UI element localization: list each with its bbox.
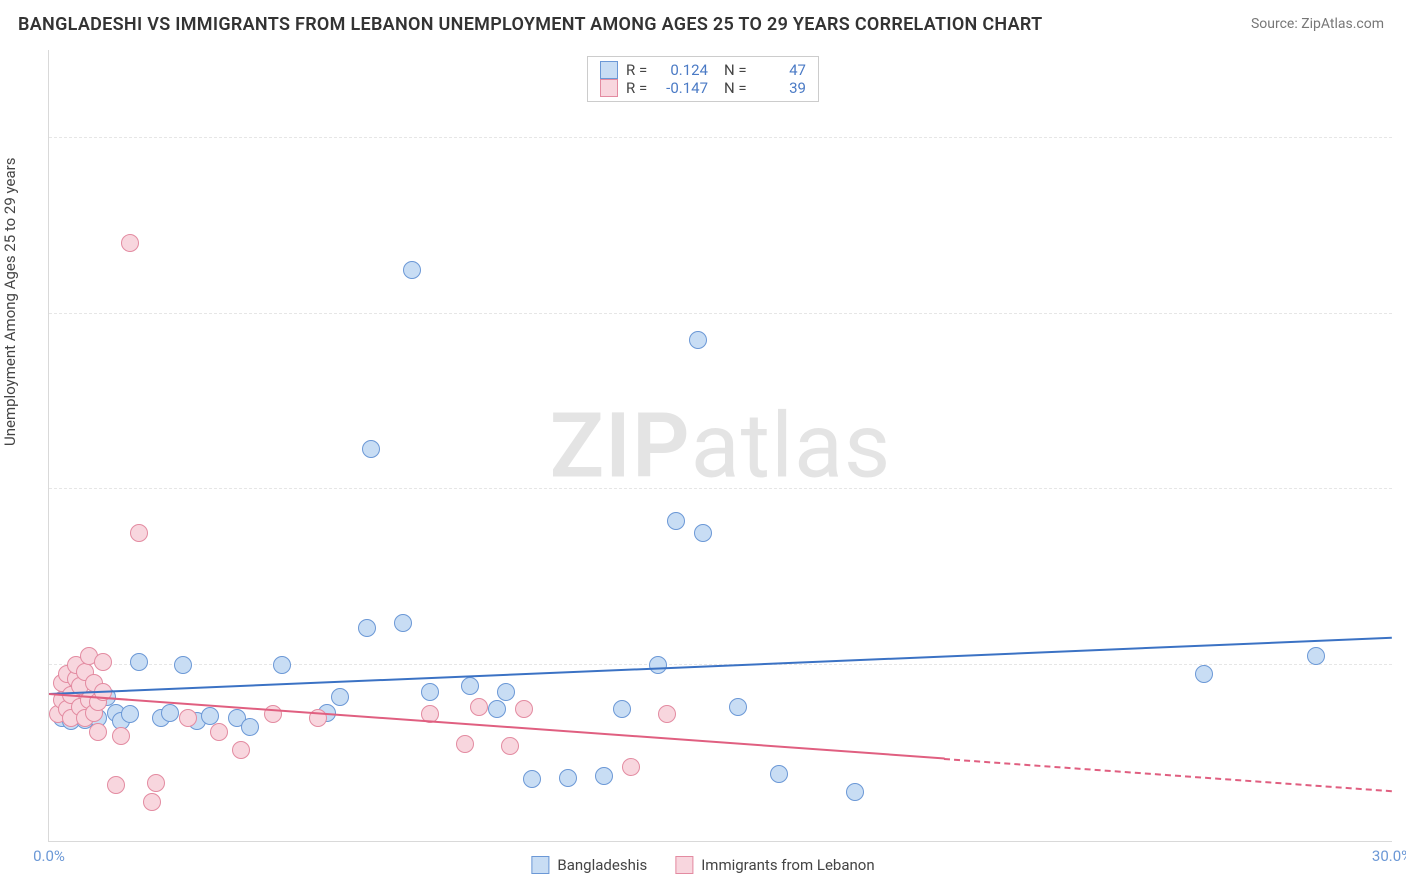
data-point-bangladeshis <box>729 698 747 716</box>
data-point-bangladeshis <box>358 619 376 637</box>
n-label: N = <box>724 79 752 97</box>
data-point-bangladeshis <box>613 700 631 718</box>
stats-legend: R = 0.124 N = 47 R = -0.147 N = 39 <box>587 56 819 102</box>
data-point-lebanon <box>456 735 474 753</box>
trend-line <box>944 758 1392 792</box>
legend-label: Bangladeshis <box>557 856 647 874</box>
legend-swatch <box>675 856 693 874</box>
source-label: Source: <box>1251 16 1298 32</box>
legend-item-bangladeshis: Bangladeshis <box>531 856 647 874</box>
data-point-bangladeshis <box>421 683 439 701</box>
data-point-lebanon <box>515 700 533 718</box>
data-point-lebanon <box>107 776 125 794</box>
n-value: 39 <box>760 79 806 97</box>
legend-swatch <box>531 856 549 874</box>
x-tick-label: 0.0% <box>33 847 65 865</box>
source-attribution: Source: ZipAtlas.com <box>1251 16 1384 32</box>
data-point-bangladeshis <box>1307 647 1325 665</box>
data-point-bangladeshis <box>559 769 577 787</box>
r-label: R = <box>626 61 654 79</box>
n-label: N = <box>724 61 752 79</box>
data-point-lebanon <box>179 709 197 727</box>
data-point-bangladeshis <box>161 704 179 722</box>
data-point-bangladeshis <box>331 688 349 706</box>
r-value: 0.124 <box>662 61 708 79</box>
legend-swatch <box>600 79 618 97</box>
data-point-bangladeshis <box>694 524 712 542</box>
data-point-lebanon <box>130 524 148 542</box>
trend-line <box>49 637 1392 695</box>
y-tick-label: 30.0% <box>1402 287 1406 305</box>
data-point-bangladeshis <box>497 683 515 701</box>
data-point-bangladeshis <box>667 512 685 530</box>
data-point-bangladeshis <box>846 783 864 801</box>
data-point-bangladeshis <box>770 765 788 783</box>
n-value: 47 <box>760 61 806 79</box>
data-point-lebanon <box>112 727 130 745</box>
watermark-light: atlas <box>691 393 892 498</box>
data-point-bangladeshis <box>362 440 380 458</box>
data-point-bangladeshis <box>130 653 148 671</box>
data-point-bangladeshis <box>689 331 707 349</box>
y-axis-label: Unemployment Among Ages 25 to 29 years <box>1 158 19 446</box>
data-point-lebanon <box>210 723 228 741</box>
gridline <box>49 488 1392 489</box>
y-tick-label: 40.0% <box>1402 111 1406 129</box>
stats-legend-row-bangladeshis: R = 0.124 N = 47 <box>600 61 806 79</box>
chart-title: BANGLADESHI VS IMMIGRANTS FROM LEBANON U… <box>18 14 1042 35</box>
legend-item-lebanon: Immigrants from Lebanon <box>675 856 874 874</box>
data-point-bangladeshis <box>461 677 479 695</box>
data-point-bangladeshis <box>273 656 291 674</box>
data-point-lebanon <box>147 774 165 792</box>
watermark: ZIPatlas <box>550 393 892 498</box>
data-point-lebanon <box>232 741 250 759</box>
data-point-bangladeshis <box>121 705 139 723</box>
data-point-bangladeshis <box>595 767 613 785</box>
watermark-bold: ZIP <box>550 393 691 498</box>
data-point-bangladeshis <box>488 700 506 718</box>
data-point-lebanon <box>658 705 676 723</box>
x-tick-label: 30.0% <box>1372 847 1406 865</box>
scatter-chart: ZIPatlas 10.0%20.0%30.0%40.0%0.0%30.0% <box>48 50 1392 842</box>
y-tick-label: 10.0% <box>1402 638 1406 656</box>
data-point-bangladeshis <box>1195 665 1213 683</box>
stats-legend-row-lebanon: R = -0.147 N = 39 <box>600 79 806 97</box>
data-point-lebanon <box>143 793 161 811</box>
source-site: ZipAtlas.com <box>1301 16 1384 32</box>
data-point-bangladeshis <box>174 656 192 674</box>
gridline <box>49 313 1392 314</box>
data-point-lebanon <box>622 758 640 776</box>
data-point-lebanon <box>470 698 488 716</box>
r-label: R = <box>626 79 654 97</box>
legend-label: Immigrants from Lebanon <box>701 856 874 874</box>
data-point-lebanon <box>89 723 107 741</box>
data-point-bangladeshis <box>241 718 259 736</box>
gridline <box>49 137 1392 138</box>
r-value: -0.147 <box>662 79 708 97</box>
data-point-lebanon <box>94 653 112 671</box>
data-point-bangladeshis <box>523 770 541 788</box>
series-legend: Bangladeshis Immigrants from Lebanon <box>531 856 874 874</box>
data-point-lebanon <box>121 234 139 252</box>
legend-swatch <box>600 61 618 79</box>
data-point-bangladeshis <box>403 261 421 279</box>
data-point-lebanon <box>501 737 519 755</box>
data-point-bangladeshis <box>649 656 667 674</box>
data-point-bangladeshis <box>394 614 412 632</box>
y-tick-label: 20.0% <box>1402 462 1406 480</box>
